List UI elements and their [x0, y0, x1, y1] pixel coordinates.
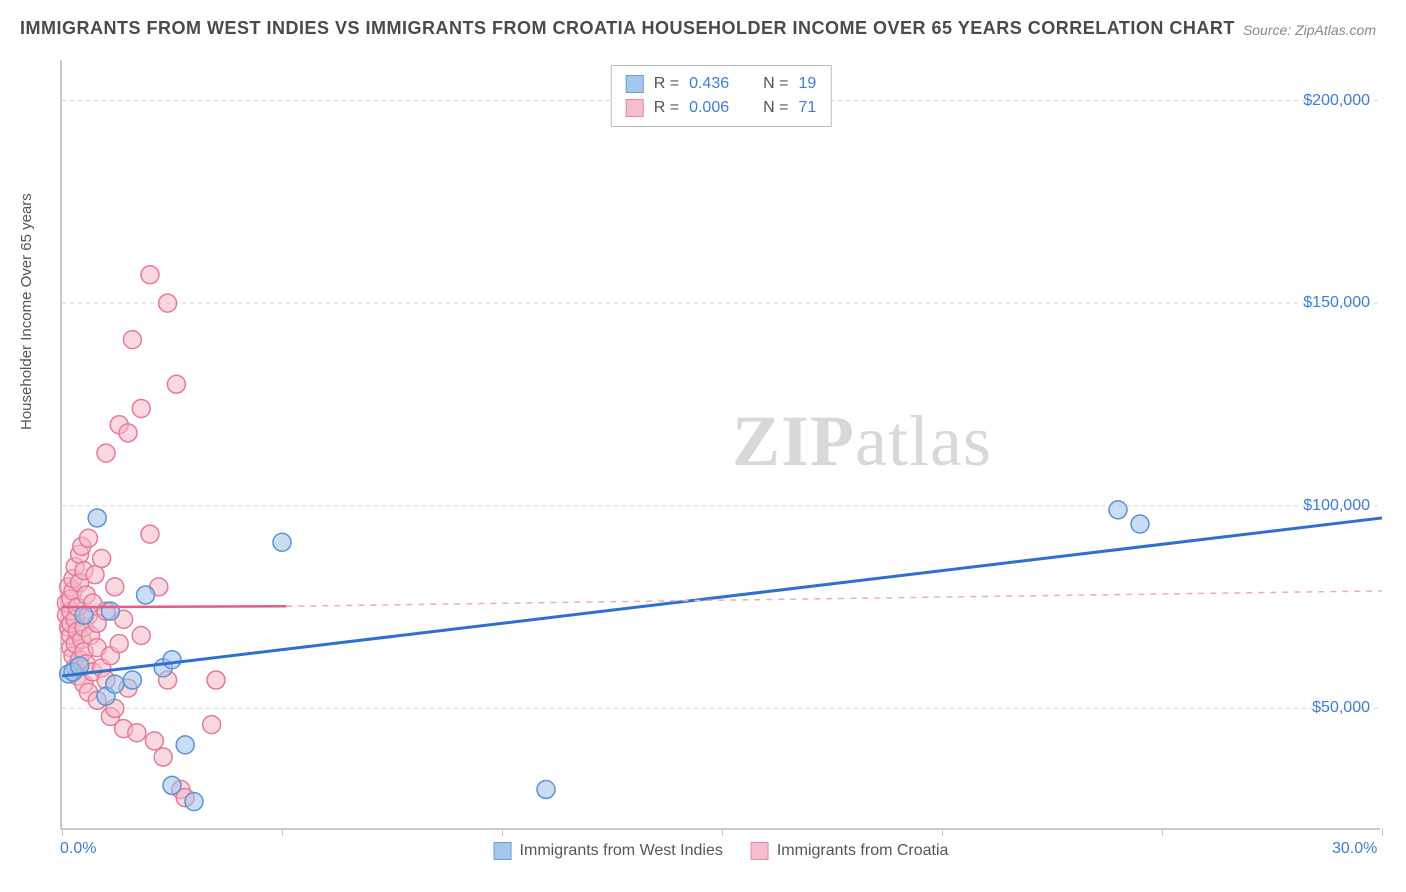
series-legend: Immigrants from West Indies Immigrants fr… — [494, 842, 949, 860]
y-tick-label: $100,000 — [1303, 497, 1370, 515]
legend-label: Immigrants from West Indies — [520, 842, 723, 860]
chart-title: IMMIGRANTS FROM WEST INDIES VS IMMIGRANT… — [20, 18, 1235, 39]
y-tick-label: $50,000 — [1312, 699, 1370, 717]
y-tick-label: $150,000 — [1303, 294, 1370, 312]
legend-swatch — [626, 99, 644, 117]
n-value: 71 — [798, 96, 816, 120]
x-tick-label: 30.0% — [1332, 840, 1377, 858]
legend-swatch — [626, 75, 644, 93]
y-tick-label: $200,000 — [1303, 92, 1370, 110]
n-value: 19 — [798, 72, 816, 96]
r-label: R = — [654, 96, 679, 120]
legend-swatch — [494, 842, 512, 860]
legend-item: Immigrants from West Indies — [494, 842, 723, 860]
legend-label: Immigrants from Croatia — [777, 842, 949, 860]
r-value: 0.436 — [689, 72, 729, 96]
x-tick-label: 0.0% — [60, 840, 96, 858]
stat-legend-row: R = 0.006 N = 71 — [626, 96, 817, 120]
legend-item: Immigrants from Croatia — [751, 842, 949, 860]
n-label: N = — [763, 72, 788, 96]
r-label: R = — [654, 72, 679, 96]
legend-swatch — [751, 842, 769, 860]
r-value: 0.006 — [689, 96, 729, 120]
scatter-svg — [62, 60, 1380, 828]
source-attribution: Source: ZipAtlas.com — [1243, 22, 1376, 38]
stat-legend-row: R = 0.436 N = 19 — [626, 72, 817, 96]
correlation-legend: R = 0.436 N = 19 R = 0.006 N = 71 — [611, 65, 832, 127]
y-axis-label: Householder Income Over 65 years — [18, 193, 35, 430]
chart-plot-area: ZIPatlas $50,000$100,000$150,000$200,000… — [60, 60, 1380, 830]
n-label: N = — [763, 96, 788, 120]
